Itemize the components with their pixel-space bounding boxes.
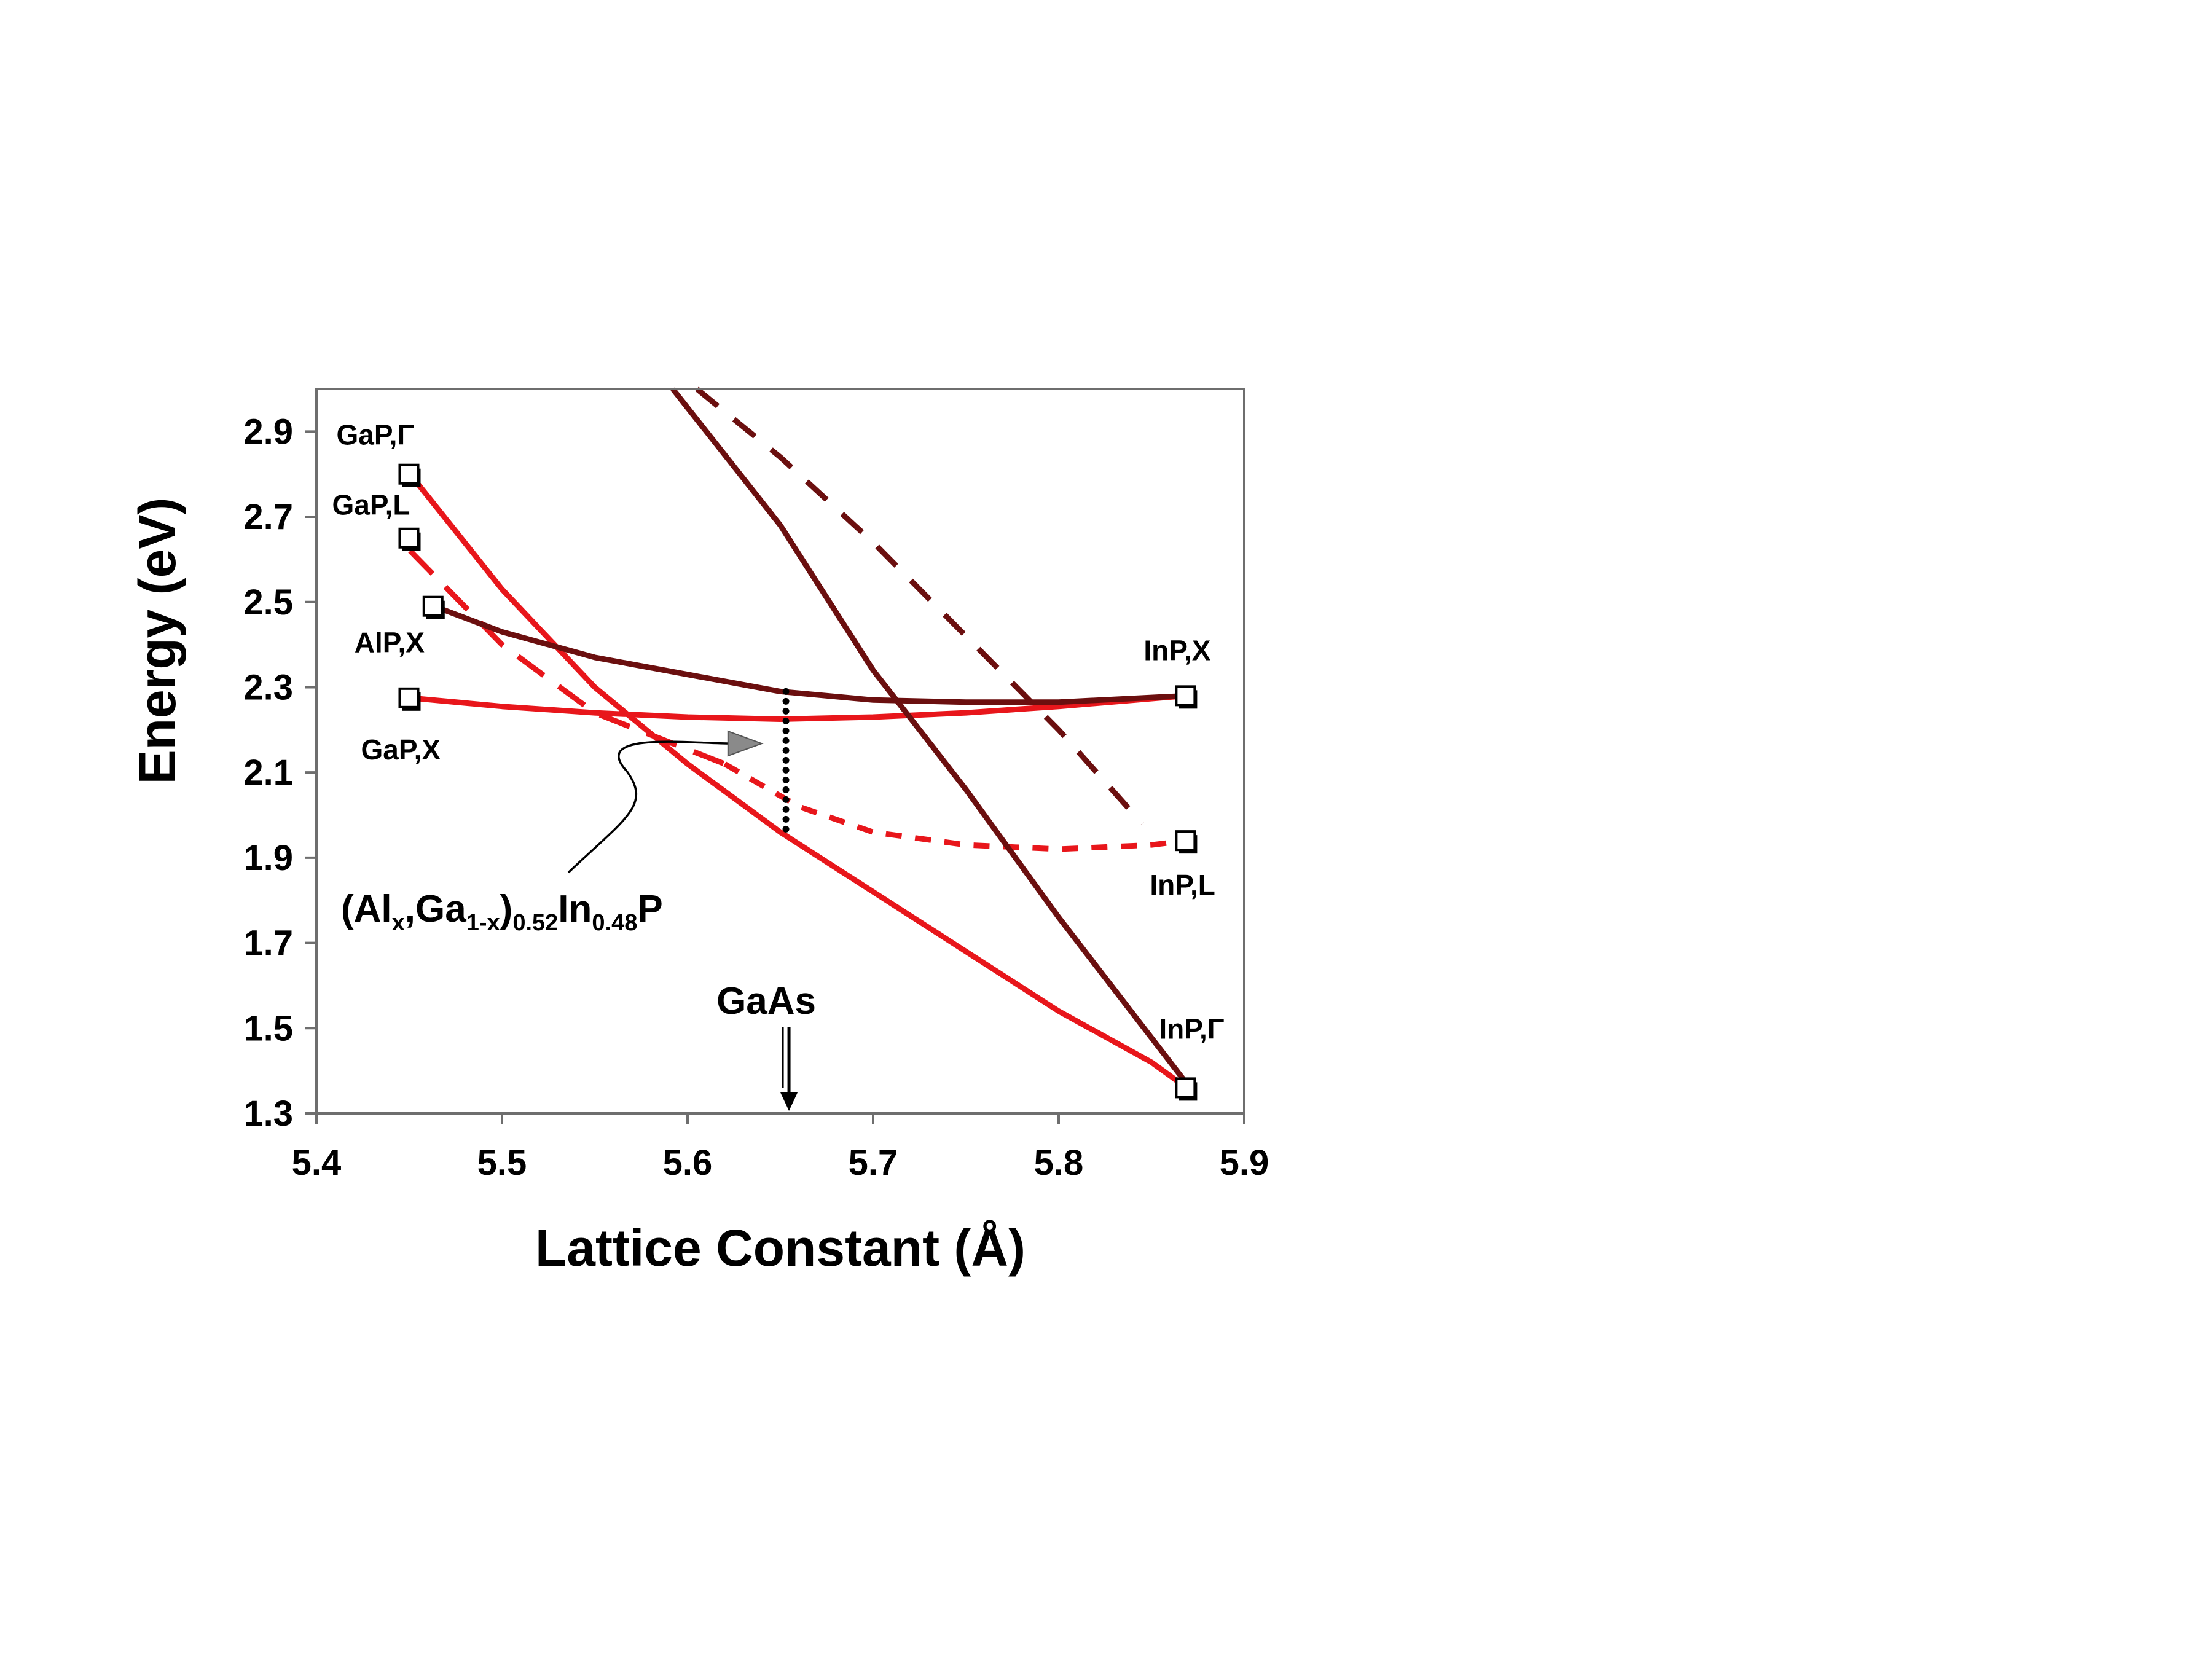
y-tick-label: 1.7 bbox=[243, 924, 293, 963]
series-line-1 bbox=[407, 472, 1189, 1091]
alloy-formula-label: (Alx,Ga1-x)0.52In0.48P bbox=[341, 888, 663, 936]
y-tick-label: 2.3 bbox=[243, 667, 293, 707]
y-axis-title: Energy (eV) bbox=[128, 498, 186, 785]
data-point-label: GaP,L bbox=[332, 489, 410, 521]
points-layer: GaP,Γ GaP,L AlP,X GaP,X InP,X InP,L InP,Γ bbox=[332, 419, 1224, 1101]
y-tick-label: 1.9 bbox=[243, 838, 293, 878]
y-tick-label: 2.1 bbox=[243, 753, 293, 793]
series-layer bbox=[407, 386, 1189, 1091]
alloy-pointer-arrowhead bbox=[727, 730, 764, 757]
annotation-layer bbox=[567, 688, 798, 1111]
data-point-label: GaP,Γ bbox=[337, 419, 415, 451]
gaas-arrowhead bbox=[780, 1092, 798, 1111]
alloy-part: P bbox=[637, 888, 662, 930]
series-line-3 bbox=[723, 761, 1187, 852]
x-tick-label: 5.7 bbox=[849, 1143, 898, 1183]
alloy-subscript: x bbox=[392, 910, 405, 936]
x-tick-label: 5.9 bbox=[1220, 1143, 1269, 1183]
data-point-label: InP,X bbox=[1143, 634, 1210, 666]
data-point-label: InP,Γ bbox=[1159, 1013, 1224, 1045]
data-point-marker bbox=[1175, 830, 1196, 852]
alloy-subscript: 0.48 bbox=[592, 910, 637, 936]
gaas-label: GaAs bbox=[716, 980, 816, 1022]
alloy-pointer-arrow bbox=[567, 740, 731, 874]
series-line-5 bbox=[433, 603, 1187, 705]
y-tick-label: 1.3 bbox=[243, 1094, 293, 1134]
alloy-subscript: 0.52 bbox=[512, 910, 558, 936]
data-point-marker bbox=[398, 687, 420, 708]
alloy-part: ,Ga bbox=[405, 888, 466, 930]
data-point-label: GaP,X bbox=[361, 734, 441, 766]
x-tick-label: 5.8 bbox=[1034, 1143, 1084, 1183]
y-tick-label: 2.7 bbox=[243, 497, 293, 537]
data-point-marker bbox=[1175, 685, 1196, 707]
x-axis: 5.4 5.5 5.6 5.7 5.8 5.9 bbox=[292, 1113, 1269, 1183]
data-point-label: InP,L bbox=[1150, 869, 1215, 901]
alloy-part: (Al bbox=[341, 888, 392, 930]
data-point-marker bbox=[398, 463, 420, 485]
series-line-2 bbox=[408, 549, 726, 767]
alloy-subscript: 1-x bbox=[466, 910, 500, 936]
series-line-7 bbox=[695, 386, 1145, 826]
series-line-4 bbox=[410, 692, 1187, 722]
data-point-label: AlP,X bbox=[355, 627, 425, 659]
y-tick-label: 2.5 bbox=[243, 582, 293, 622]
y-tick-label: 2.9 bbox=[243, 412, 293, 452]
y-axis: 1.3 1.5 1.7 1.9 2.1 2.3 2.5 2.7 2.9 bbox=[243, 412, 316, 1134]
x-tick-label: 5.6 bbox=[663, 1143, 713, 1183]
x-tick-label: 5.4 bbox=[292, 1143, 342, 1183]
data-point-marker bbox=[1175, 1077, 1196, 1099]
series-line-6 bbox=[670, 387, 1189, 1086]
data-point-marker bbox=[422, 595, 444, 617]
alloy-part: In bbox=[558, 888, 592, 930]
x-axis-title: Lattice Constant (Å) bbox=[535, 1219, 1026, 1277]
y-tick-label: 1.5 bbox=[243, 1008, 293, 1048]
plot-frame bbox=[315, 388, 1245, 1115]
alloy-part: ) bbox=[500, 888, 513, 930]
data-point-marker bbox=[398, 527, 420, 549]
x-tick-label: 5.5 bbox=[477, 1143, 527, 1183]
